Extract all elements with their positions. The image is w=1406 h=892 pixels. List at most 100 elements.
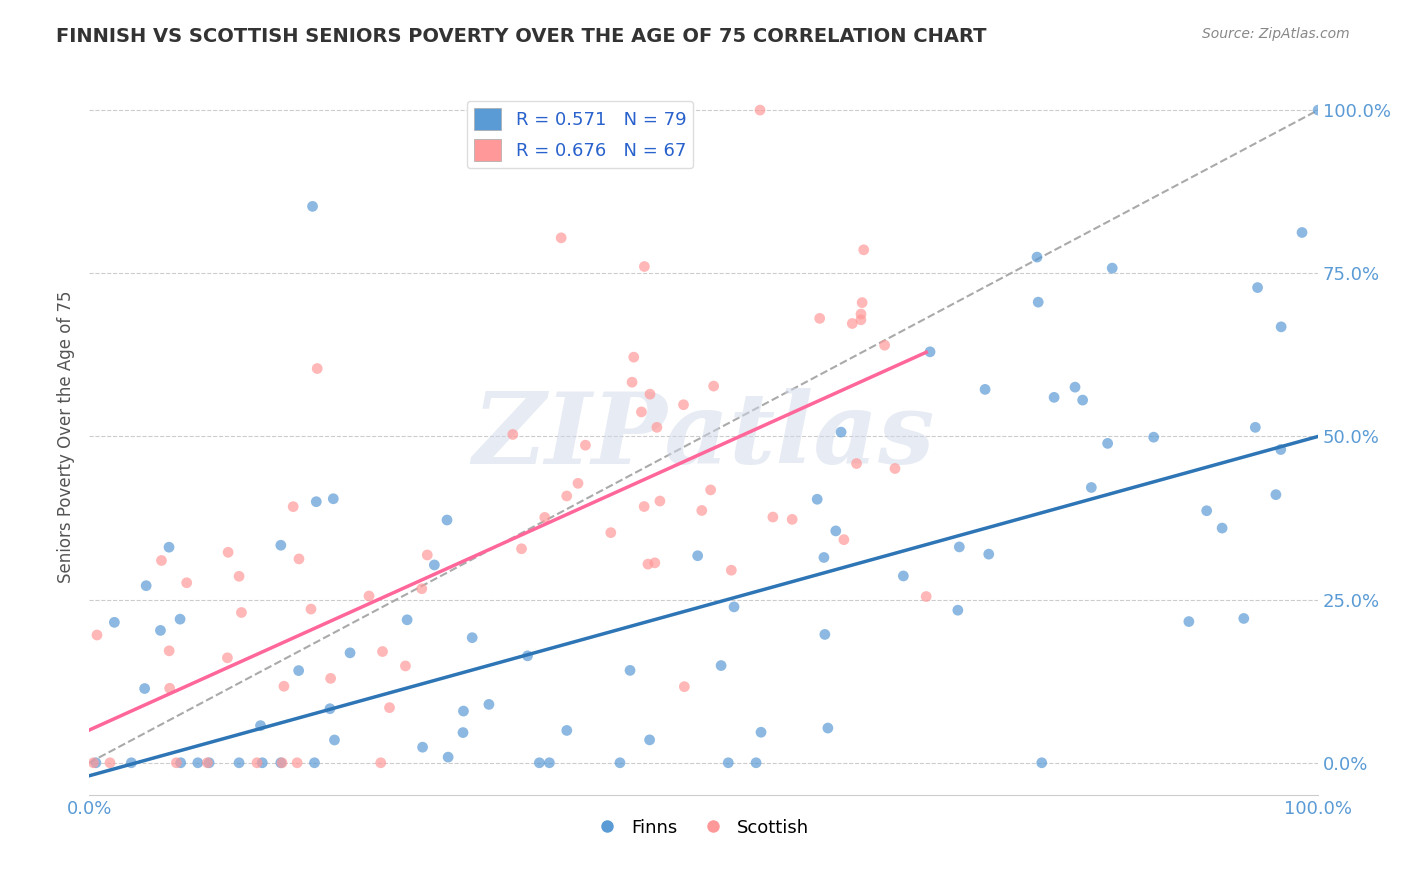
Point xyxy=(319,672,342,686)
Point xyxy=(1064,380,1087,394)
Text: Source: ZipAtlas.com: Source: ZipAtlas.com xyxy=(1202,27,1350,41)
Point xyxy=(1026,295,1049,310)
Point xyxy=(824,524,846,538)
Text: FINNISH VS SCOTTISH SENIORS POVERTY OVER THE AGE OF 75 CORRELATION CHART: FINNISH VS SCOTTISH SENIORS POVERTY OVER… xyxy=(56,27,987,45)
Point xyxy=(749,103,772,117)
Point xyxy=(717,756,740,770)
Y-axis label: Seniors Poverty Over the Age of 75: Seniors Poverty Over the Age of 75 xyxy=(58,290,75,582)
Point xyxy=(478,698,501,712)
Point xyxy=(1246,280,1268,294)
Point xyxy=(703,379,725,393)
Point xyxy=(394,659,416,673)
Point xyxy=(187,756,209,770)
Point xyxy=(273,679,295,693)
Point xyxy=(98,756,121,770)
Point xyxy=(357,589,380,603)
Point xyxy=(371,644,394,658)
Point xyxy=(644,556,666,570)
Point xyxy=(270,756,292,770)
Point xyxy=(638,387,661,401)
Point xyxy=(623,350,645,364)
Point xyxy=(453,704,475,718)
Point xyxy=(423,558,446,572)
Point xyxy=(516,648,538,663)
Point xyxy=(1211,521,1233,535)
Point xyxy=(1101,261,1123,276)
Point xyxy=(271,756,294,770)
Point xyxy=(84,756,107,770)
Point xyxy=(170,756,193,770)
Point xyxy=(946,603,969,617)
Point xyxy=(299,602,322,616)
Point xyxy=(307,361,329,376)
Point xyxy=(619,664,641,678)
Point xyxy=(461,631,484,645)
Point xyxy=(134,681,156,696)
Point xyxy=(745,756,768,770)
Point xyxy=(845,457,868,471)
Point xyxy=(948,540,970,554)
Point xyxy=(762,510,785,524)
Point xyxy=(699,483,721,497)
Point xyxy=(436,513,458,527)
Point xyxy=(648,494,671,508)
Point xyxy=(502,427,524,442)
Point xyxy=(851,295,873,310)
Point xyxy=(1043,390,1066,404)
Point xyxy=(135,579,157,593)
Point xyxy=(723,599,745,614)
Point xyxy=(411,582,433,596)
Point xyxy=(217,545,239,559)
Point xyxy=(893,569,915,583)
Point xyxy=(630,405,652,419)
Point xyxy=(574,438,596,452)
Point xyxy=(1026,250,1049,264)
Point xyxy=(808,311,831,326)
Point xyxy=(82,756,104,770)
Point xyxy=(103,615,125,630)
Point xyxy=(322,491,344,506)
Point xyxy=(285,756,308,770)
Point xyxy=(977,547,1000,561)
Point xyxy=(849,307,872,321)
Point xyxy=(217,650,239,665)
Point xyxy=(157,540,180,554)
Point xyxy=(567,476,589,491)
Point xyxy=(633,260,655,274)
Point xyxy=(817,721,839,735)
Point xyxy=(884,461,907,475)
Text: ZIPatlas: ZIPatlas xyxy=(472,388,935,484)
Point xyxy=(176,575,198,590)
Point xyxy=(849,312,872,326)
Point xyxy=(304,756,326,770)
Point xyxy=(974,383,997,397)
Point xyxy=(252,756,274,770)
Point xyxy=(609,756,631,770)
Point xyxy=(228,569,250,583)
Point xyxy=(198,756,221,770)
Point xyxy=(370,756,392,770)
Point xyxy=(599,525,621,540)
Point xyxy=(690,503,713,517)
Point xyxy=(633,500,655,514)
Point xyxy=(538,756,561,770)
Point xyxy=(830,425,852,439)
Point xyxy=(195,756,218,770)
Point xyxy=(555,489,578,503)
Point xyxy=(149,624,172,638)
Point xyxy=(396,613,419,627)
Point xyxy=(720,563,742,577)
Point xyxy=(780,512,803,526)
Point xyxy=(283,500,305,514)
Point xyxy=(451,725,474,739)
Point xyxy=(169,612,191,626)
Point xyxy=(287,664,309,678)
Point xyxy=(305,494,328,508)
Point xyxy=(1080,480,1102,494)
Point xyxy=(231,606,253,620)
Point xyxy=(319,702,342,716)
Point xyxy=(1233,611,1256,625)
Point xyxy=(673,680,696,694)
Point xyxy=(1291,226,1313,240)
Point xyxy=(621,375,644,389)
